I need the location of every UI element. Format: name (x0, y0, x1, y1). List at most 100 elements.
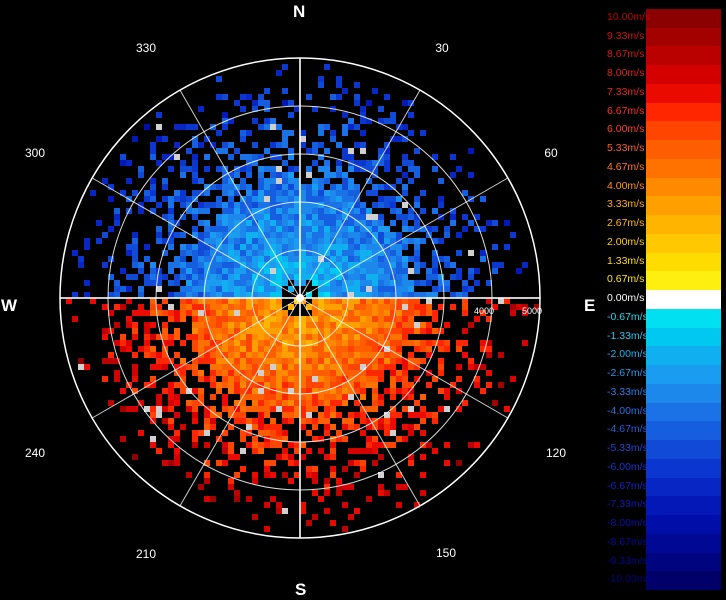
velocity-cell (198, 376, 204, 382)
velocity-cell (276, 364, 282, 370)
velocity-cell (294, 244, 300, 250)
velocity-cell (90, 190, 96, 196)
velocity-cell (510, 304, 516, 310)
velocity-cell (300, 190, 306, 196)
velocity-cell (270, 424, 276, 430)
velocity-cell (168, 268, 174, 274)
velocity-cell (258, 100, 264, 106)
velocity-cell (216, 388, 222, 394)
velocity-cell (402, 268, 408, 274)
velocity-cell (450, 214, 456, 220)
velocity-cell (222, 94, 228, 100)
velocity-cell (282, 232, 288, 238)
velocity-cell (480, 256, 486, 262)
velocity-cell (312, 268, 318, 274)
velocity-cell (390, 442, 396, 448)
velocity-cell (258, 238, 264, 244)
velocity-cell (300, 220, 306, 226)
velocity-cell (390, 196, 396, 202)
legend-swatch (646, 552, 721, 572)
velocity-cell (438, 346, 444, 352)
velocity-cell (270, 178, 276, 184)
velocity-cell (276, 178, 282, 184)
velocity-cell (378, 268, 384, 274)
velocity-cell (288, 166, 294, 172)
velocity-cell (366, 448, 372, 454)
velocity-cell (264, 124, 270, 130)
velocity-cell (192, 250, 198, 256)
velocity-cell (366, 286, 372, 292)
legend-label: 7.33m/s (607, 85, 645, 98)
velocity-cell (144, 352, 150, 358)
velocity-cell (300, 244, 306, 250)
velocity-cell (348, 448, 354, 454)
velocity-cell (126, 178, 132, 184)
velocity-cell (162, 274, 168, 280)
velocity-cell (438, 406, 444, 412)
velocity-cell (438, 388, 444, 394)
velocity-cell (258, 298, 264, 304)
velocity-cell (462, 226, 468, 232)
velocity-cell (102, 376, 108, 382)
legend-label: -5.33m/s (607, 442, 648, 455)
velocity-cell (108, 274, 114, 280)
velocity-cell (252, 334, 258, 340)
azimuth-spoke (299, 89, 421, 299)
velocity-cell (252, 376, 258, 382)
velocity-cell (342, 502, 348, 508)
velocity-cell (234, 382, 240, 388)
velocity-cell (450, 382, 456, 388)
velocity-cell (396, 232, 402, 238)
velocity-cell (378, 250, 384, 256)
velocity-cell (372, 340, 378, 346)
velocity-cell (378, 310, 384, 316)
velocity-cell (180, 310, 186, 316)
velocity-cell (120, 190, 126, 196)
velocity-cell (348, 244, 354, 250)
velocity-cell (132, 238, 138, 244)
velocity-cell (228, 208, 234, 214)
velocity-cell (336, 328, 342, 334)
velocity-cell (426, 340, 432, 346)
velocity-cell (420, 340, 426, 346)
velocity-cell (222, 190, 228, 196)
velocity-cell (252, 244, 258, 250)
velocity-cell (264, 226, 270, 232)
velocity-cell (228, 262, 234, 268)
velocity-cell (114, 322, 120, 328)
velocity-cell (384, 196, 390, 202)
velocity-cell (276, 208, 282, 214)
velocity-cell (276, 190, 282, 196)
velocity-cell (210, 310, 216, 316)
velocity-cell (342, 340, 348, 346)
velocity-cell (156, 448, 162, 454)
velocity-cell (348, 148, 354, 154)
velocity-cell (342, 262, 348, 268)
velocity-cell (354, 376, 360, 382)
velocity-cell (186, 298, 192, 304)
velocity-cell (258, 262, 264, 268)
velocity-cell (264, 412, 270, 418)
legend-swatch (646, 515, 721, 534)
velocity-cell (324, 478, 330, 484)
velocity-cell (222, 142, 228, 148)
velocity-cell (504, 298, 510, 304)
velocity-cell (222, 352, 228, 358)
velocity-cell (336, 160, 342, 166)
velocity-cell (378, 214, 384, 220)
velocity-cell (306, 208, 312, 214)
velocity-cell (294, 334, 300, 340)
velocity-cell (294, 166, 300, 172)
velocity-cell (318, 190, 324, 196)
velocity-cell (378, 358, 384, 364)
velocity-cell (330, 436, 336, 442)
velocity-cell (288, 394, 294, 400)
velocity-cell (384, 262, 390, 268)
velocity-cell (348, 208, 354, 214)
velocity-cell (300, 502, 306, 508)
velocity-cell (366, 178, 372, 184)
velocity-cell (150, 334, 156, 340)
velocity-cell (180, 190, 186, 196)
velocity-cell (456, 364, 462, 370)
velocity-cell (318, 124, 324, 130)
